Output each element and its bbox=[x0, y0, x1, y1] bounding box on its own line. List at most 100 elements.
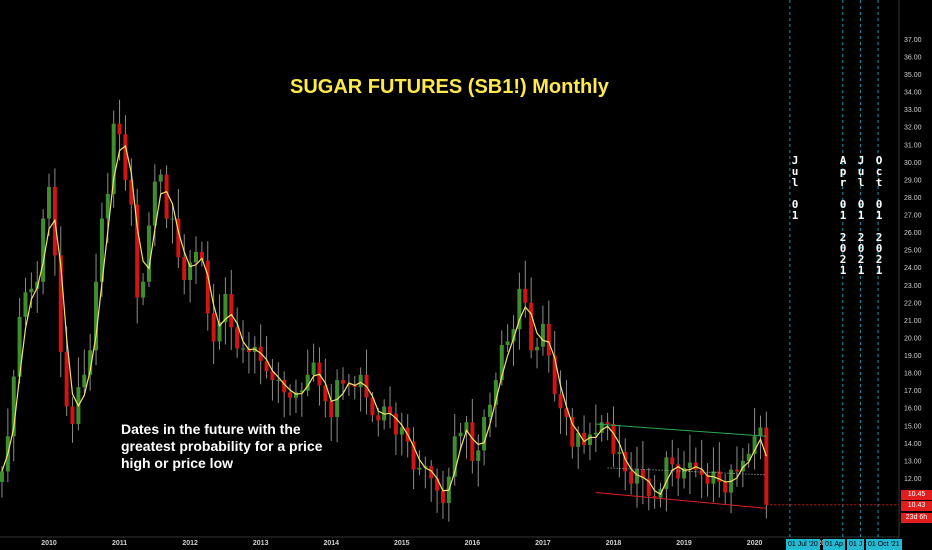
candle-body bbox=[329, 401, 334, 417]
candle-body bbox=[576, 432, 581, 447]
y-tick-label: 35.00 bbox=[904, 72, 922, 79]
candle-body bbox=[699, 469, 704, 475]
candle-body bbox=[640, 469, 645, 479]
y-tick-label: 25.00 bbox=[904, 248, 922, 255]
candle-body bbox=[82, 374, 87, 388]
candle-body bbox=[540, 323, 545, 347]
candle-body bbox=[705, 474, 710, 484]
candle-body bbox=[117, 123, 122, 135]
x-tick-label: 2013 bbox=[253, 540, 269, 547]
candle-body bbox=[517, 288, 522, 330]
candle-body bbox=[558, 394, 563, 409]
candle-body bbox=[270, 371, 275, 381]
x-axis-tag-oct-2021: 01 Oct '21 bbox=[866, 539, 902, 550]
candle-body bbox=[370, 397, 375, 416]
y-tick-label: 26.00 bbox=[904, 230, 922, 237]
candle-body bbox=[164, 174, 169, 219]
candle-body bbox=[23, 292, 28, 317]
y-tick-label: 37.00 bbox=[904, 37, 922, 44]
y-tick-label: 33.00 bbox=[904, 107, 922, 114]
candle-body bbox=[282, 380, 287, 393]
candle-body bbox=[593, 432, 598, 435]
candle-body bbox=[11, 376, 16, 437]
candle-body bbox=[605, 422, 610, 424]
candle-body bbox=[546, 323, 551, 356]
candle-body bbox=[493, 380, 498, 405]
candle-body bbox=[346, 383, 351, 386]
candle-body bbox=[305, 374, 310, 391]
candle-body bbox=[323, 385, 328, 402]
y-tick-label: 27.00 bbox=[904, 213, 922, 220]
candle-body bbox=[435, 478, 440, 491]
candle-body bbox=[188, 262, 193, 281]
lower-trendline bbox=[595, 491, 767, 509]
candle-body bbox=[41, 218, 46, 282]
y-tick-label: 23.00 bbox=[904, 283, 922, 290]
candle-body bbox=[611, 423, 616, 454]
candle-body bbox=[94, 281, 99, 351]
last-price-tag: 10.45 bbox=[901, 490, 932, 500]
candle-body bbox=[123, 134, 128, 180]
candle-body bbox=[635, 469, 639, 484]
x-tick-label: 2017 bbox=[535, 540, 551, 547]
y-tick-label: 32.00 bbox=[904, 125, 922, 132]
candle-body bbox=[152, 181, 157, 226]
dotted-trendline bbox=[607, 467, 767, 476]
y-tick-label: 24.00 bbox=[904, 265, 922, 272]
candle-body bbox=[511, 329, 516, 342]
candle-body bbox=[570, 416, 575, 447]
y-tick-label: 29.00 bbox=[904, 177, 922, 184]
candle-body bbox=[764, 427, 769, 505]
y-tick-label: 30.00 bbox=[904, 160, 922, 167]
x-tick-label: 2014 bbox=[323, 540, 339, 547]
candle-body bbox=[587, 434, 592, 446]
candle-body bbox=[223, 294, 228, 323]
candle-body bbox=[299, 390, 304, 393]
candle-body bbox=[752, 436, 757, 454]
y-tick-label: 13.00 bbox=[904, 458, 922, 465]
candle-body bbox=[211, 313, 216, 342]
candle-body bbox=[217, 322, 222, 342]
annotation-text: Dates in the future with the greatest pr… bbox=[121, 421, 323, 471]
x-tick-label: 2015 bbox=[394, 540, 410, 547]
upper-trendline bbox=[595, 423, 767, 437]
candle-body bbox=[264, 360, 269, 372]
moving-average-line bbox=[1, 144, 767, 496]
x-tick-label: 2018 bbox=[606, 540, 622, 547]
candle-body bbox=[652, 495, 657, 498]
candle-body bbox=[241, 348, 246, 350]
candle-body bbox=[552, 355, 557, 395]
candle-body bbox=[105, 193, 110, 219]
candle-body bbox=[376, 415, 381, 421]
candle-body bbox=[599, 422, 604, 433]
future-date-label-apr-2021: A p r 0 1 2 0 2 1 bbox=[839, 154, 847, 277]
candle-body bbox=[582, 432, 587, 446]
candle-body bbox=[488, 404, 492, 417]
x-axis-tag-jul-2021: 01 J bbox=[847, 539, 865, 550]
x-axis-tag-jul-2020: 01 Jul '20 bbox=[786, 539, 820, 550]
candle-body bbox=[717, 471, 722, 482]
candle-body bbox=[311, 362, 316, 375]
candle-body bbox=[47, 186, 51, 219]
candle-body bbox=[58, 255, 63, 352]
candle-body bbox=[199, 251, 204, 261]
candle-body bbox=[564, 408, 569, 417]
candle-body bbox=[670, 457, 675, 465]
x-tick-label: 2010 bbox=[41, 540, 57, 547]
candle-body bbox=[499, 344, 504, 381]
candle-body bbox=[293, 392, 298, 398]
x-tick-label: 2011 bbox=[112, 540, 127, 547]
y-tick-label: 21.00 bbox=[904, 318, 922, 325]
y-tick-label: 14.00 bbox=[904, 441, 922, 448]
candle-body bbox=[64, 351, 69, 407]
candle-body bbox=[129, 179, 134, 205]
x-tick-label: 2020 bbox=[747, 540, 763, 547]
candle-body bbox=[29, 288, 34, 293]
x-tick-label: 2016 bbox=[465, 540, 481, 547]
candle-body bbox=[711, 471, 716, 484]
candle-body bbox=[470, 422, 475, 461]
candle-body bbox=[440, 490, 445, 504]
x-axis-tag-apr-2021: 01 Ap bbox=[823, 539, 845, 550]
candle-body bbox=[646, 478, 651, 496]
